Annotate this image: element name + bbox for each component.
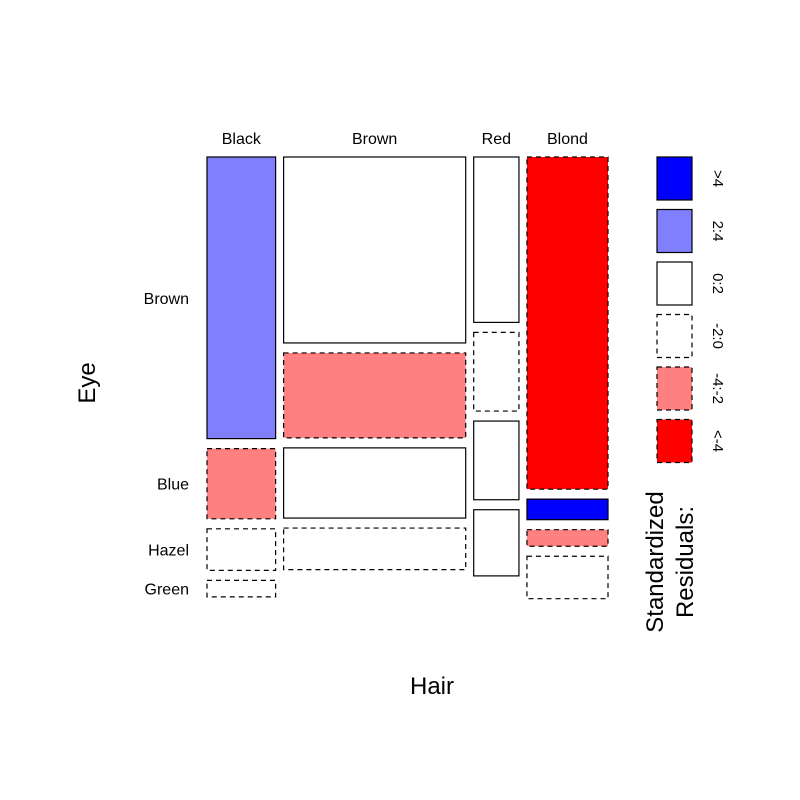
- y-axis-title: Eye: [74, 362, 101, 403]
- tile-black-brown: [206, 156, 277, 440]
- tile-brown-brown: [283, 156, 467, 344]
- tile-red-blue: [473, 331, 520, 412]
- legend-swatch-lt-4: [656, 418, 693, 464]
- eye-category-labels: Brown Blue Hazel Green: [144, 291, 189, 599]
- tile-black-green: [206, 579, 277, 598]
- tile-blond-blue: [526, 498, 609, 521]
- legend-label-0-2: 0:2: [709, 273, 726, 294]
- legend-label-lt-4: <-4: [709, 430, 726, 452]
- legend-swatch-4-2: [656, 366, 693, 411]
- hair-label-red: Red: [482, 131, 511, 148]
- hair-category-labels: Black Brown Red Blond: [222, 131, 588, 148]
- hair-label-black: Black: [222, 131, 262, 148]
- tile-black-blue: [206, 448, 277, 520]
- tile-brown-green: [283, 527, 467, 571]
- tile-red-hazel: [473, 420, 520, 501]
- legend-label-gt4: >4: [709, 170, 726, 187]
- legend-label-2-0: -2:0: [709, 323, 726, 349]
- tile-black-hazel: [206, 528, 277, 571]
- tile-red-brown: [473, 156, 520, 323]
- hair-label-blond: Blond: [547, 131, 588, 148]
- hair-label-brown: Brown: [352, 131, 397, 148]
- x-axis-title: Hair: [410, 673, 454, 700]
- tile-blond-hazel: [526, 529, 609, 547]
- legend-label-4-2: -4:-2: [709, 373, 726, 404]
- legend-title-line1: Standardized: [642, 491, 669, 632]
- legend-label-2-4: 2:4: [709, 221, 726, 242]
- legend-swatch-0-2: [656, 261, 693, 306]
- tile-blond-brown: [526, 156, 609, 490]
- eye-label-hazel: Hazel: [148, 543, 189, 560]
- legend-title-line2: Residuals:: [672, 506, 699, 618]
- eye-label-brown: Brown: [144, 291, 189, 308]
- legend-swatch-gt4: [656, 156, 693, 201]
- mosaic-tiles: [206, 156, 609, 600]
- tile-blond-green: [526, 555, 609, 600]
- tile-brown-blue: [283, 352, 467, 439]
- legend-swatch-2-0: [656, 313, 693, 359]
- residual-legend: >4 2:4 0:2 -2:0 -4:-2 <-4: [656, 156, 726, 464]
- legend-swatch-2-4: [656, 208, 693, 254]
- eye-label-green: Green: [145, 582, 189, 599]
- tile-brown-hazel: [283, 447, 467, 519]
- eye-label-blue: Blue: [157, 477, 189, 494]
- tile-red-green: [473, 509, 520, 577]
